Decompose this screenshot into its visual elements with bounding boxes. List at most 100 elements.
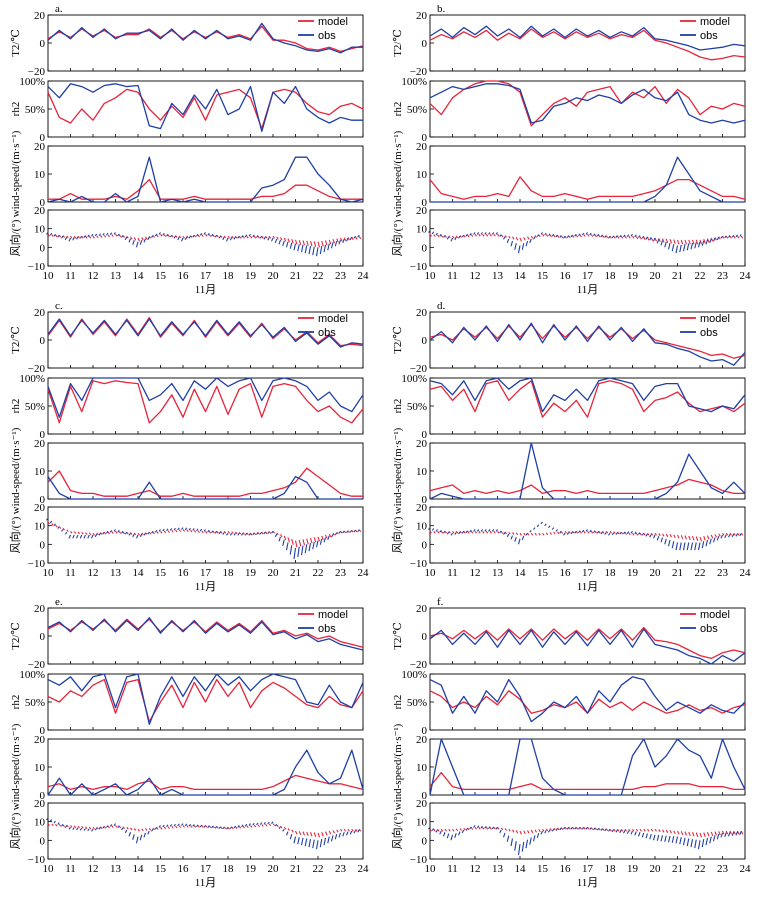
legend-label-obs: obs — [318, 327, 336, 339]
barb-model — [250, 235, 253, 239]
barb-obs — [166, 233, 169, 237]
barb-model — [205, 530, 208, 534]
barb-model — [96, 235, 99, 239]
x-tick-label: 12 — [470, 270, 481, 282]
y-axis-label: 风向/(°) — [390, 812, 404, 849]
barb-obs — [162, 824, 165, 828]
barb-obs — [536, 524, 540, 528]
barb-obs — [259, 822, 263, 825]
barb-obs — [196, 528, 199, 532]
barb-model — [190, 529, 193, 533]
series-model-barbs — [47, 233, 362, 248]
y-tick-label: 20 — [34, 798, 46, 810]
barb-obs — [506, 835, 510, 842]
barb-model — [107, 234, 110, 238]
barb-obs — [225, 237, 229, 242]
x-tick-label: 16 — [178, 270, 190, 282]
barb-model — [137, 532, 140, 536]
series-model-line — [429, 380, 746, 418]
barb-model — [658, 829, 661, 833]
barb-obs — [90, 534, 94, 539]
barb-model — [111, 825, 114, 829]
barb-obs — [488, 529, 491, 532]
barb-model — [560, 235, 564, 239]
axis-frame — [429, 80, 746, 138]
barb-model — [351, 828, 354, 832]
barb-model — [276, 824, 279, 828]
barb-obs — [630, 233, 633, 237]
barb-model — [321, 832, 324, 837]
x-tick-label: 19 — [245, 863, 257, 875]
barb-obs — [53, 233, 56, 237]
barb-obs — [323, 244, 327, 253]
x-tick-label: 10 — [43, 270, 55, 282]
barb-model — [478, 233, 481, 237]
y-tick-label: 50% — [25, 697, 45, 709]
legend-label-obs: obs — [318, 623, 336, 635]
subplot-wd: 20 10 0 −10 风向/(°) 10 11 12 13 14 15 16 17 18 19 20 21 22… — [390, 205, 751, 296]
barb-obs — [574, 530, 577, 534]
barb-model — [560, 827, 564, 830]
barb-obs — [540, 232, 543, 235]
barb-model — [725, 235, 729, 239]
x-tick-label: 22 — [313, 863, 324, 875]
x-tick-label: 21 — [290, 270, 301, 282]
x-tick-label: 20 — [268, 567, 280, 579]
barb-obs — [102, 826, 105, 829]
series-model-line — [48, 178, 363, 200]
barb-obs — [76, 827, 79, 831]
barb-obs — [75, 534, 79, 539]
barb-model — [523, 532, 526, 536]
barb-obs — [49, 233, 53, 236]
x-tick-label: 13 — [110, 863, 122, 875]
legend-label-model: model — [318, 313, 348, 325]
barb-obs — [709, 836, 712, 844]
barb-obs — [49, 520, 53, 524]
barb-obs — [454, 532, 457, 535]
x-axis-label: 11月 — [577, 284, 599, 296]
barb-obs — [634, 831, 637, 836]
axis-frame — [47, 145, 364, 203]
barb-obs — [315, 247, 319, 257]
subplot-rh2: 100% 50% 0 rh2 — [10, 373, 364, 441]
barb-obs — [521, 243, 525, 250]
barb-obs — [563, 532, 566, 536]
barb-obs — [184, 527, 188, 531]
barb-obs — [256, 235, 259, 238]
barb-obs — [188, 235, 191, 239]
y-axis-label: T2/℃ — [10, 622, 22, 650]
barb-obs — [559, 530, 562, 534]
barb-obs — [57, 822, 60, 825]
barb-obs — [593, 530, 596, 533]
series-model-line — [47, 316, 364, 347]
barb-obs — [611, 829, 615, 833]
barb-obs — [91, 828, 94, 832]
series-model-barbs — [47, 823, 362, 838]
barb-obs — [334, 532, 338, 536]
barb-model — [294, 830, 298, 835]
barb-obs — [300, 244, 304, 253]
barb-obs — [735, 831, 739, 836]
barb-obs — [664, 241, 667, 248]
barb-model — [313, 241, 317, 247]
barb-obs — [308, 245, 312, 255]
y-axis-label: 风向/(°) — [8, 516, 22, 553]
barb-model — [283, 535, 287, 540]
y-tick-label: 20 — [34, 603, 46, 615]
barb-obs — [218, 235, 221, 239]
y-tick-label: 0 — [422, 429, 428, 441]
barb-model — [504, 828, 507, 831]
barb-obs — [443, 530, 446, 534]
barb-model — [673, 830, 676, 835]
barb-obs — [461, 829, 465, 834]
barb-model — [201, 530, 204, 534]
barb-obs — [87, 828, 90, 832]
barb-model — [201, 825, 204, 828]
barb-obs — [731, 831, 735, 836]
barb-model — [508, 235, 511, 239]
barb-obs — [214, 530, 218, 534]
barb-obs — [671, 836, 675, 843]
barb-model — [587, 233, 590, 237]
barb-obs — [604, 235, 607, 238]
barb-model — [504, 235, 507, 238]
